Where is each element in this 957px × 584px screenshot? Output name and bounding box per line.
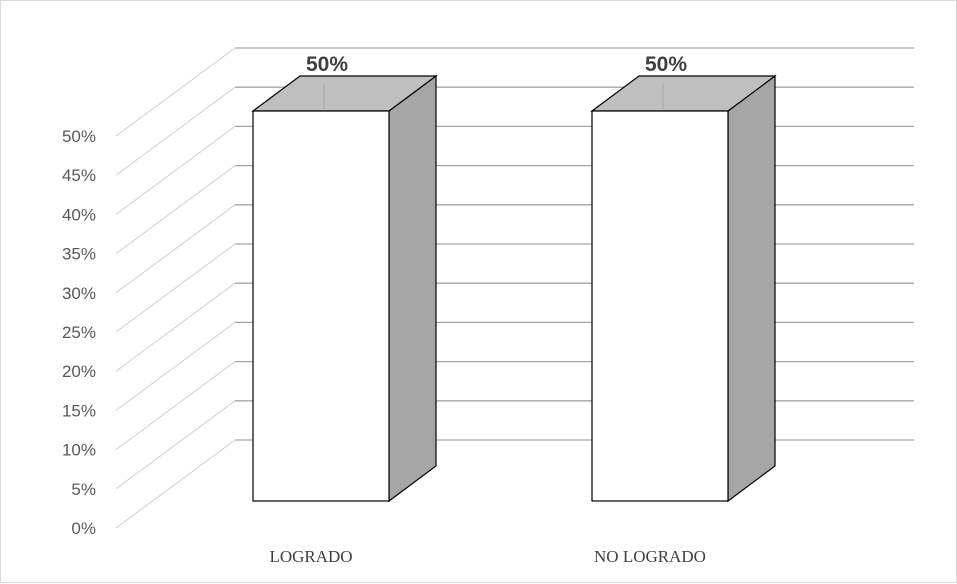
side-wall-gridline: [115, 86, 236, 176]
data-label: 50%: [306, 53, 348, 76]
y-tick-label: 25%: [62, 323, 96, 342]
bar-side-face: [727, 74, 776, 503]
y-tick-label: 0%: [71, 519, 96, 538]
x-category-label: NO LOGRADO: [594, 547, 706, 566]
side-wall-gridline: [115, 125, 236, 215]
side-wall-gridline: [115, 204, 236, 294]
bar: [252, 110, 390, 502]
side-wall-gridline: [115, 165, 236, 255]
side-wall-gridline: [115, 282, 236, 372]
side-wall-gridline: [115, 361, 236, 451]
x-category-label: LOGRADO: [269, 547, 352, 566]
side-wall-gridline: [115, 321, 236, 411]
y-tick-label: 20%: [62, 362, 96, 381]
y-tick-label: 40%: [62, 205, 96, 224]
bar: [591, 110, 729, 502]
bar-side-face: [388, 74, 437, 503]
y-tick-label: 45%: [62, 166, 96, 185]
y-tick-label: 5%: [71, 480, 96, 499]
y-tick-label: 50%: [62, 127, 96, 146]
y-tick-label: 10%: [62, 441, 96, 460]
side-wall-gridline: [115, 400, 236, 490]
y-tick-label: 30%: [62, 284, 96, 303]
y-tick-label: 15%: [62, 401, 96, 420]
side-wall-gridline: [115, 47, 236, 137]
side-wall-gridline: [115, 439, 236, 529]
y-tick-label: 35%: [62, 245, 96, 264]
side-wall-gridline: [115, 243, 236, 333]
data-label: 50%: [645, 53, 687, 76]
